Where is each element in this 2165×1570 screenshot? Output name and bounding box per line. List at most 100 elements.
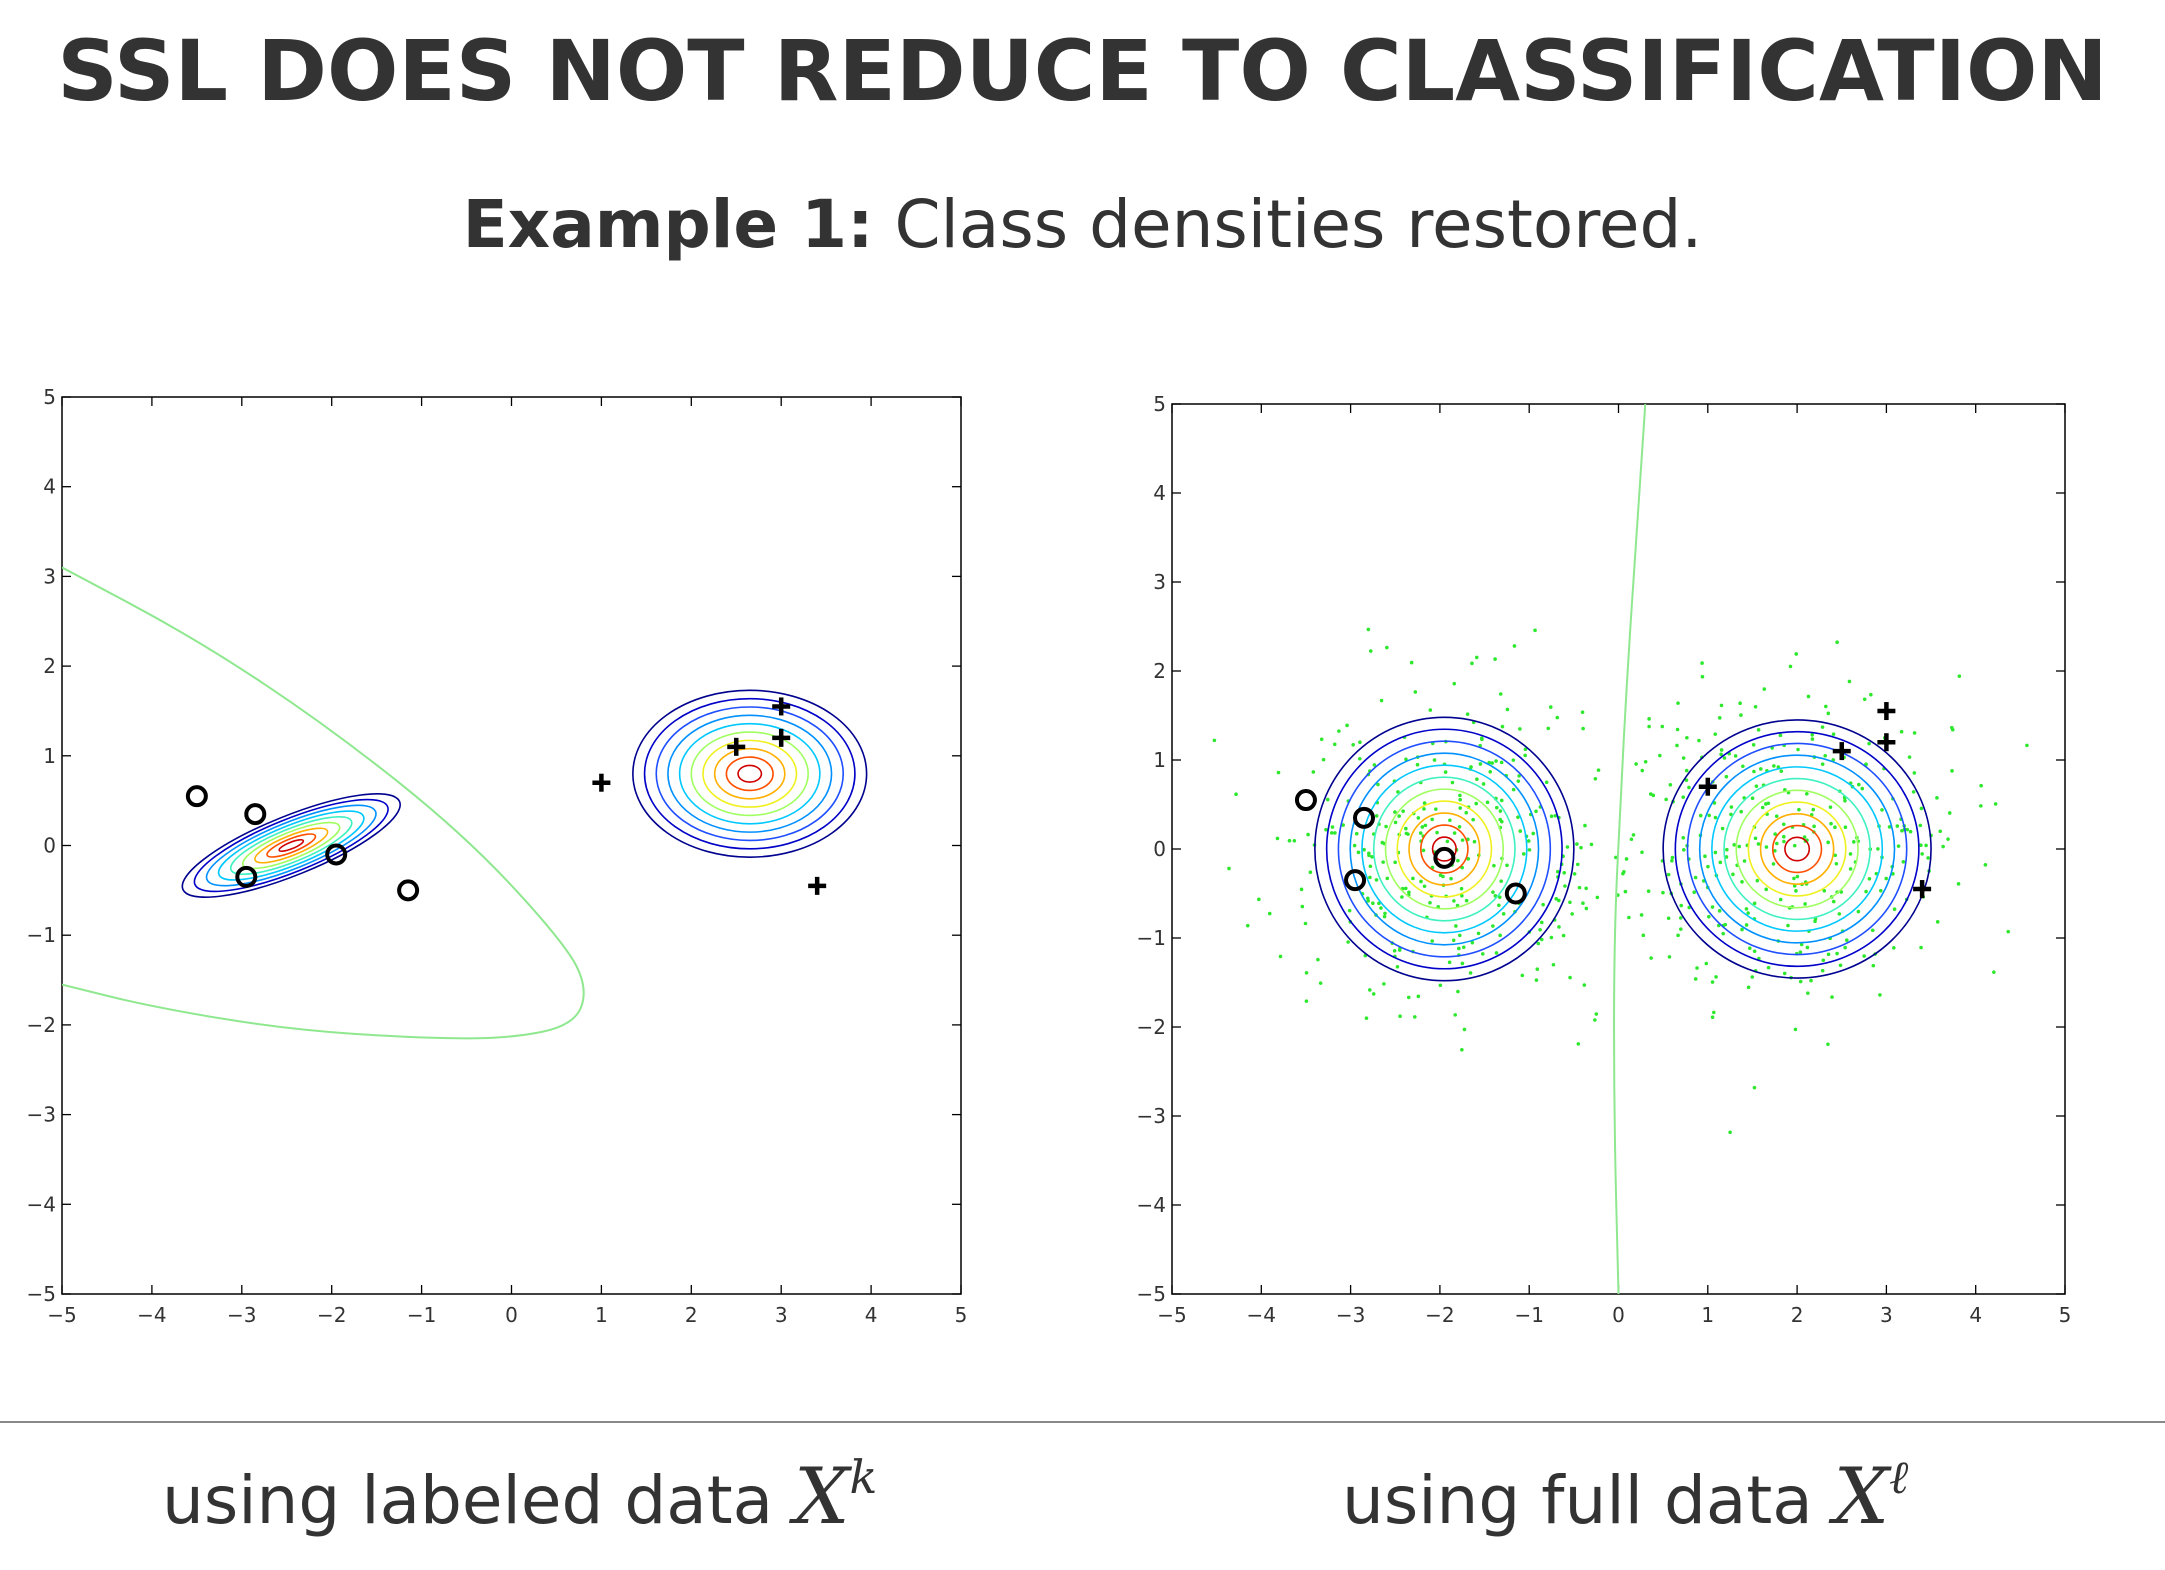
unlabeled-point xyxy=(1803,880,1808,884)
unlabeled-point xyxy=(1351,743,1355,747)
unlabeled-point xyxy=(1712,801,1717,805)
unlabeled-point xyxy=(1382,914,1387,919)
unlabeled-point xyxy=(1884,876,1889,881)
class-plus-point xyxy=(1832,742,1851,761)
unlabeled-point xyxy=(1675,727,1680,732)
unlabeled-point xyxy=(1449,876,1453,881)
density-contour-o xyxy=(1361,764,1528,934)
unlabeled-point xyxy=(1678,927,1683,931)
unlabeled-point xyxy=(1304,970,1309,975)
unlabeled-point xyxy=(1649,956,1653,960)
unlabeled-point xyxy=(1318,981,1323,985)
unlabeled-point xyxy=(1438,873,1443,877)
unlabeled-point xyxy=(1895,824,1900,828)
unlabeled-point xyxy=(1303,921,1308,926)
unlabeled-point xyxy=(1472,839,1477,844)
x-tick-label: 3 xyxy=(775,1303,788,1327)
unlabeled-point xyxy=(1406,893,1411,897)
y-tick-label: 0 xyxy=(43,834,56,858)
unlabeled-point xyxy=(1559,862,1564,867)
unlabeled-point xyxy=(1912,731,1917,735)
unlabeled-point xyxy=(1539,937,1544,942)
x-tick-label: 2 xyxy=(1791,1303,1804,1327)
density-contour-o xyxy=(217,810,365,881)
unlabeled-point xyxy=(1744,923,1749,927)
unlabeled-point xyxy=(1341,823,1345,827)
unlabeled-point xyxy=(1867,877,1872,881)
unlabeled-point xyxy=(1860,786,1865,791)
unlabeled-point xyxy=(1406,995,1411,1000)
unlabeled-point xyxy=(1353,821,1357,825)
unlabeled-point xyxy=(1752,901,1757,906)
class-plus-point xyxy=(727,737,746,756)
unlabeled-point xyxy=(1826,952,1831,957)
unlabeled-point xyxy=(1833,825,1837,830)
unlabeled-point xyxy=(1498,809,1503,813)
y-tick-label: −4 xyxy=(1137,1193,1166,1217)
unlabeled-point xyxy=(1395,964,1400,969)
density-contour-o xyxy=(205,804,377,887)
unlabeled-point xyxy=(1366,772,1371,777)
unlabeled-point xyxy=(1364,1016,1369,1020)
x-tick-label: −4 xyxy=(1247,1303,1276,1327)
unlabeled-point xyxy=(1583,823,1587,828)
unlabeled-point xyxy=(1979,783,1983,788)
unlabeled-point xyxy=(1647,717,1651,721)
unlabeled-point xyxy=(1776,939,1781,943)
unlabeled-point xyxy=(1561,933,1566,938)
density-contour-plus xyxy=(667,714,833,833)
unlabeled-point xyxy=(1475,777,1479,782)
unlabeled-point xyxy=(1393,860,1397,865)
unlabeled-point xyxy=(1705,885,1710,890)
class-plus-point xyxy=(1877,733,1896,752)
unlabeled-point xyxy=(1415,762,1420,767)
class-o-point xyxy=(1352,806,1375,829)
density-contour-o xyxy=(266,833,317,858)
unlabeled-point xyxy=(1499,798,1504,803)
unlabeled-point xyxy=(1523,747,1528,752)
unlabeled-point xyxy=(1902,827,1907,832)
unlabeled-point xyxy=(1813,919,1817,924)
class-plus-point xyxy=(772,697,791,716)
unlabeled-point xyxy=(1572,872,1577,876)
unlabeled-point xyxy=(1687,857,1691,861)
density-contour-o xyxy=(1420,824,1469,874)
unlabeled-point xyxy=(1798,979,1803,984)
unlabeled-point xyxy=(1874,871,1879,876)
class-o-point xyxy=(1294,789,1317,812)
unlabeled-point xyxy=(1739,809,1744,814)
unlabeled-point xyxy=(1826,840,1830,845)
y-tick-label: −2 xyxy=(27,1013,56,1037)
unlabeled-point xyxy=(1357,756,1362,761)
unlabeled-point xyxy=(1693,977,1698,981)
unlabeled-point xyxy=(1499,819,1504,824)
unlabeled-point xyxy=(1584,886,1588,891)
unlabeled-point xyxy=(1839,890,1844,894)
unlabeled-point xyxy=(1404,826,1408,831)
unlabeled-point xyxy=(1641,933,1646,938)
unlabeled-point xyxy=(1306,832,1310,837)
unlabeled-point xyxy=(1300,904,1305,909)
unlabeled-point xyxy=(1474,655,1479,660)
unlabeled-point xyxy=(1908,829,1913,834)
unlabeled-point xyxy=(1670,858,1674,863)
unlabeled-point xyxy=(1470,940,1475,945)
unlabeled-point xyxy=(1396,850,1401,855)
unlabeled-point xyxy=(1382,982,1386,986)
unlabeled-point xyxy=(1494,796,1498,801)
unlabeled-point xyxy=(1804,882,1809,886)
caption-full-var: X xyxy=(1833,1452,1890,1542)
x-tick-label: 4 xyxy=(1969,1303,1982,1327)
unlabeled-point xyxy=(1404,831,1409,836)
unlabeled-point xyxy=(1452,899,1456,903)
unlabeled-point xyxy=(1421,834,1426,838)
unlabeled-point xyxy=(1527,930,1532,934)
y-tick-label: 4 xyxy=(43,475,56,499)
y-tick-label: 1 xyxy=(1153,748,1166,772)
unlabeled-point xyxy=(1840,929,1845,933)
y-tick-label: 1 xyxy=(43,744,56,768)
density-contour-o xyxy=(1314,716,1575,982)
unlabeled-point xyxy=(1778,733,1783,738)
unlabeled-point xyxy=(1554,897,1559,901)
unlabeled-point xyxy=(1488,769,1493,774)
